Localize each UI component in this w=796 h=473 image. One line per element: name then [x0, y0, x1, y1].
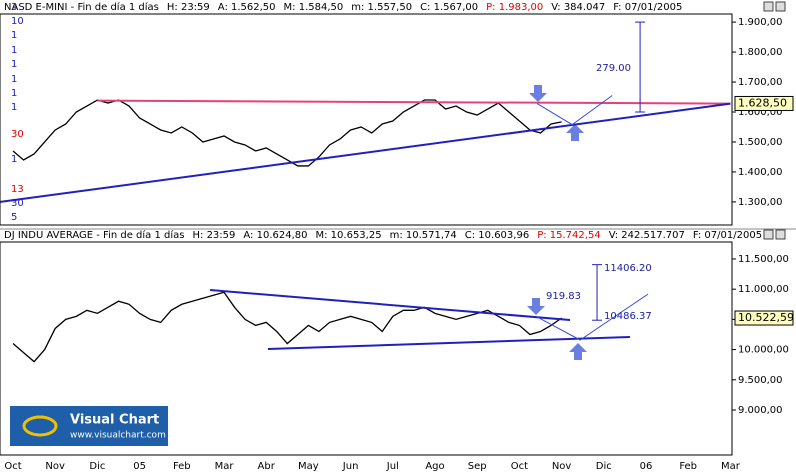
annotation: 10486.37	[604, 311, 652, 322]
x-tick-label: Abr	[258, 461, 276, 472]
header-field: C: 1.567,00	[420, 2, 478, 13]
x-tick-label: Oct	[511, 461, 528, 472]
plot	[0, 95, 731, 203]
x-tick-label: 06	[640, 461, 653, 472]
x-tick-label: Jun	[342, 461, 359, 472]
x-tick-label: Feb	[679, 461, 697, 472]
side-label: 10	[11, 16, 24, 27]
header-field: C: 10.603,96	[465, 230, 529, 241]
side-label: 1	[11, 74, 17, 85]
price-line	[12, 99, 562, 167]
side-label: 13	[11, 184, 24, 195]
header-field: V: 242.517.707	[609, 230, 685, 241]
header-field: M: 1.584,50	[284, 2, 344, 13]
last-price-box	[734, 310, 794, 326]
header-field: m: 10.571,74	[390, 230, 457, 241]
x-tick-label: Nov	[552, 461, 572, 472]
header-field: A: 1.562,50	[218, 2, 276, 13]
up-arrow	[566, 124, 584, 141]
last-price-label: 1.628,50	[738, 96, 787, 109]
x-tick-label: Dic	[596, 461, 612, 472]
side-label: 5	[11, 212, 17, 223]
x-tick-label: May	[298, 461, 319, 472]
side-label: 1	[11, 154, 17, 165]
header-field: A: 10.624,80	[243, 230, 307, 241]
arrows	[527, 85, 587, 360]
trendline	[0, 102, 731, 203]
annotation: 279.00	[596, 63, 631, 74]
x-tick-label: Mar	[721, 461, 741, 472]
y-tick-label: 9.500,00	[738, 375, 783, 386]
down-arrow	[529, 85, 547, 102]
side-label: 1	[11, 30, 17, 41]
header-field: NASD E-MINI - Fin de día 1 días	[4, 1, 159, 13]
header-field: V: 384.047	[551, 2, 605, 13]
header-field: M: 10.653,25	[316, 230, 382, 241]
trendline	[209, 288, 571, 321]
x-tick-label: Oct	[4, 461, 21, 472]
header-field: H: 23:59	[193, 230, 236, 241]
logo-title: Visual Chart	[70, 413, 159, 428]
panel-header: DJ INDU AVERAGE - Fin de día 1 días H: 23…	[4, 229, 762, 241]
y-tick-label: 1.800,00	[738, 47, 783, 58]
y-tick-label: 10.000,00	[738, 345, 789, 356]
header-field: F: 07/01/2005	[693, 230, 762, 241]
button[interactable]	[763, 1, 774, 12]
x-tick-label: Ago	[425, 461, 444, 472]
x-tick-label: Dic	[89, 461, 105, 472]
logo-icon	[22, 415, 58, 437]
header-field: m: 1.557,50	[351, 2, 412, 13]
trendline	[97, 99, 731, 105]
x-tick-label: Nov	[45, 461, 65, 472]
side-label: 1	[11, 88, 17, 99]
plot	[12, 288, 649, 363]
y-tick-label: 1.500,00	[738, 137, 783, 148]
side-label: 1	[11, 45, 17, 56]
logo: Visual Chart www.visualchart.com	[10, 406, 168, 446]
down-arrow	[527, 298, 545, 315]
annotation: 919.83	[546, 291, 581, 302]
trendline	[536, 95, 613, 126]
panel-header: NASD E-MINI - Fin de día 1 días H: 23:59 A…	[4, 1, 682, 13]
button[interactable]	[775, 229, 786, 240]
header-field: DJ INDU AVERAGE - Fin de día 1 días	[4, 229, 185, 241]
last-price-box	[734, 95, 794, 111]
x-tick-label: Jul	[386, 461, 399, 472]
y-tick-label: 1.700,00	[738, 77, 783, 88]
trendline	[267, 335, 630, 350]
side-label: 1	[11, 59, 17, 70]
side-label: 30	[11, 129, 24, 140]
window-buttons[interactable]	[763, 1, 786, 240]
x-tick-label: Sep	[468, 461, 487, 472]
logo-url: www.visualchart.com	[70, 431, 166, 441]
logo-box	[10, 406, 168, 446]
y-tick-label: 1.400,00	[738, 167, 783, 178]
header-field: P: 15.742,54	[537, 230, 600, 241]
y-tick-label: 1.600,00	[738, 107, 783, 118]
y-tick-label: 1.300,00	[738, 197, 783, 208]
last-price-label: 10.522,59	[738, 311, 794, 324]
x-tick-label: 05	[133, 461, 146, 472]
header-field: P: 1.983,00	[486, 2, 543, 13]
panel-frame	[0, 13, 733, 226]
trendline	[536, 293, 649, 341]
annotation: 11406.20	[604, 263, 652, 274]
header-field: F: 07/01/2005	[613, 2, 682, 13]
y-tick-label: 1.900,00	[738, 17, 783, 28]
side-label: 1	[11, 102, 17, 113]
y-tick-label: 11.500,00	[738, 254, 789, 265]
button[interactable]	[763, 229, 774, 240]
up-arrow	[569, 343, 587, 360]
y-tick-label: 11.000,00	[738, 284, 789, 295]
x-tick-label: Feb	[173, 461, 191, 472]
side-label: 30	[11, 198, 24, 209]
price-line	[12, 291, 562, 363]
x-tick-label: Mar	[215, 461, 235, 472]
y-tick-label: 9.000,00	[738, 405, 783, 416]
side-label: 3	[11, 2, 17, 13]
button[interactable]	[775, 1, 786, 12]
header-field: H: 23:59	[167, 2, 210, 13]
